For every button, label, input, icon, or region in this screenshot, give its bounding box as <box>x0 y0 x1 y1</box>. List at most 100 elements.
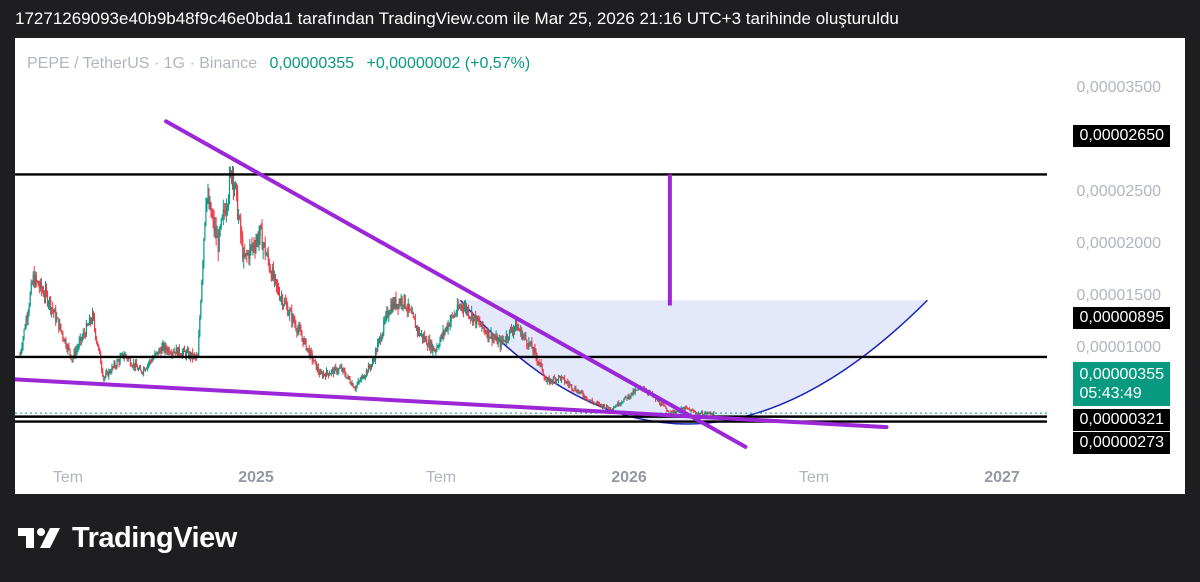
candle-body <box>633 390 635 394</box>
candle-body <box>602 405 605 408</box>
candle-body <box>183 349 186 352</box>
candle-body <box>208 195 210 208</box>
candle-body <box>186 351 188 358</box>
candle-body <box>481 321 483 327</box>
candle-body <box>473 316 475 323</box>
candle-body <box>568 383 570 386</box>
candle-body <box>686 407 688 409</box>
trendline-upper <box>164 119 748 449</box>
candle-body <box>38 286 40 289</box>
candle-body <box>101 363 103 370</box>
candle-body <box>631 392 633 395</box>
legend-symbol: PEPE / TetherUS · 1G · Binance <box>27 55 258 72</box>
candle-body <box>128 358 130 360</box>
candle-body <box>142 372 144 374</box>
candle-body <box>388 314 390 317</box>
price-chart[interactable]: 0,000035000,000030000,000025000,00002000… <box>15 38 1185 494</box>
candle-body <box>401 298 403 306</box>
bar-countdown: 05:43:49 <box>1079 385 1142 402</box>
candle-body <box>211 215 213 217</box>
candle-body <box>276 285 279 288</box>
candle-body <box>369 367 372 369</box>
candle-body <box>451 315 453 317</box>
candle-body <box>274 274 277 280</box>
candle-body <box>166 349 168 353</box>
candle-body <box>692 410 694 412</box>
candle-body <box>439 340 441 346</box>
candle-body <box>438 345 440 347</box>
candle-body <box>313 359 315 362</box>
candle-body <box>540 362 542 364</box>
candle-body <box>127 358 129 360</box>
candle-body <box>314 359 316 362</box>
candle-body <box>612 409 614 411</box>
candle-body <box>44 288 47 297</box>
tradingview-footer: TradingView <box>18 518 237 558</box>
candle-body <box>309 350 311 357</box>
candle-body <box>284 301 286 305</box>
candle-body <box>149 360 151 364</box>
candle-body <box>403 295 405 305</box>
candle-body <box>502 339 504 342</box>
candle-body <box>332 369 334 371</box>
candle-body <box>169 353 171 355</box>
candle-body <box>550 379 552 382</box>
candle-body <box>437 346 439 348</box>
candle-body <box>145 368 147 371</box>
candle-body <box>610 407 612 410</box>
candle-body <box>567 381 569 384</box>
candle-body <box>708 412 710 414</box>
candle-body <box>536 356 538 362</box>
candle-body <box>236 183 238 191</box>
candle-body <box>373 359 375 361</box>
candle-body <box>218 229 220 252</box>
candle-body <box>629 396 631 399</box>
price-label-low1: 0,00000321 <box>1073 409 1170 431</box>
candle-body <box>522 335 524 339</box>
candle-body <box>416 326 419 332</box>
current-price-value: 0,00000355 <box>1079 366 1164 383</box>
candle-body <box>549 379 551 384</box>
candle-body <box>656 398 658 400</box>
candle-body <box>547 378 549 380</box>
candle-body <box>201 280 203 303</box>
candle-body <box>30 283 32 294</box>
candle-body <box>294 321 296 325</box>
candle-body <box>510 328 513 332</box>
candle-body <box>506 334 508 339</box>
candle-body <box>118 360 120 364</box>
candle-body <box>415 326 418 329</box>
candle-body <box>244 253 246 256</box>
candle-body <box>43 296 46 298</box>
candle-body <box>342 368 344 372</box>
candle-body <box>575 387 577 392</box>
candle-body <box>615 405 617 408</box>
candle-body <box>576 391 578 393</box>
candle-body <box>304 339 306 341</box>
candle-body <box>352 383 354 388</box>
candle-body <box>291 310 293 323</box>
candle-body <box>220 219 222 228</box>
candle-body <box>270 272 272 280</box>
candle-body <box>212 216 214 218</box>
candle-body <box>452 315 454 318</box>
candle-body <box>156 351 158 353</box>
candle-body <box>459 307 461 309</box>
candle-body <box>41 289 44 292</box>
candle-body <box>574 387 576 391</box>
candle-body <box>683 407 685 411</box>
candle-body <box>422 334 424 340</box>
candle-body <box>535 351 537 357</box>
candle-body <box>21 346 23 351</box>
candle-body <box>628 395 630 399</box>
candle-body <box>516 320 518 331</box>
candle-body <box>59 323 61 330</box>
candle-body <box>400 298 402 305</box>
candle-body <box>453 314 455 318</box>
candle-body <box>256 236 258 243</box>
candle-body <box>121 353 123 355</box>
candle-body <box>296 329 298 333</box>
candle-body <box>548 378 550 384</box>
chart-panel[interactable]: 0,000035000,000030000,000025000,00002000… <box>15 38 1185 494</box>
candle-body <box>447 323 449 330</box>
